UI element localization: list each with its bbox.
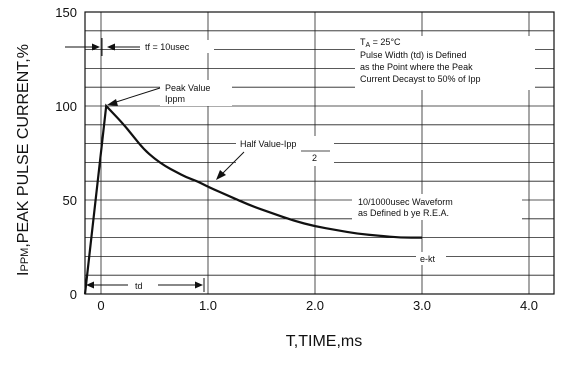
waveform-line-1: 10/1000usec Waveform xyxy=(358,197,453,207)
x-tick-label: 3.0 xyxy=(413,298,431,313)
x-tick-label: 2.0 xyxy=(306,298,324,313)
pulse-width-line-1: Pulse Width (td) is Defined xyxy=(360,50,467,60)
y-tick-label: 100 xyxy=(55,99,77,114)
pulse-width-line-3: Current Decayst to 50% of Ipp xyxy=(360,74,481,84)
x-tick-label: 4.0 xyxy=(520,298,538,313)
peak-label-line-1: Peak Value xyxy=(165,83,210,93)
tf-annotation: tf = 10usec xyxy=(65,38,214,56)
y-axis-label: IPPM,PEAK PULSE CURRENT,% xyxy=(15,44,32,276)
y-tick-label: 50 xyxy=(63,193,77,208)
x-tick-label: 0 xyxy=(97,298,104,313)
waveform-line-2: as Defined b ye R.E.A. xyxy=(358,208,449,218)
half-value-annotation: Half Value-Ipp 2 xyxy=(216,136,334,180)
ekt-label: e-kt xyxy=(420,254,436,264)
waveform-annotation: 10/1000usec Waveform as Defined b ye R.E… xyxy=(352,194,522,220)
td-label: td xyxy=(135,281,143,291)
conditions-note: TA = 25°C Pulse Width (td) is Defined as… xyxy=(355,36,535,90)
peak-label-line-2: Ippm xyxy=(165,94,185,104)
peak-annotation: Peak Value Ippm xyxy=(107,80,232,106)
half-value-label: Half Value-Ipp xyxy=(240,139,296,149)
td-annotation: td xyxy=(86,278,205,292)
series-line-waveform xyxy=(83,103,422,295)
half-value-denominator: 2 xyxy=(312,153,317,163)
y-tick-label: 0 xyxy=(70,287,77,302)
tf-label: tf = 10usec xyxy=(145,42,190,52)
y-tick-label: 150 xyxy=(55,5,77,20)
ta-label: TA = 25°C xyxy=(360,37,401,49)
x-axis-label: T,TIME,ms xyxy=(286,333,362,350)
tick-labels: 0 1.0 2.0 3.0 4.0 0 50 100 150 xyxy=(55,5,538,313)
pulse-width-line-2: as the Point where the Peak xyxy=(360,62,473,72)
x-tick-label: 1.0 xyxy=(199,298,217,313)
plot-frame xyxy=(84,11,555,295)
